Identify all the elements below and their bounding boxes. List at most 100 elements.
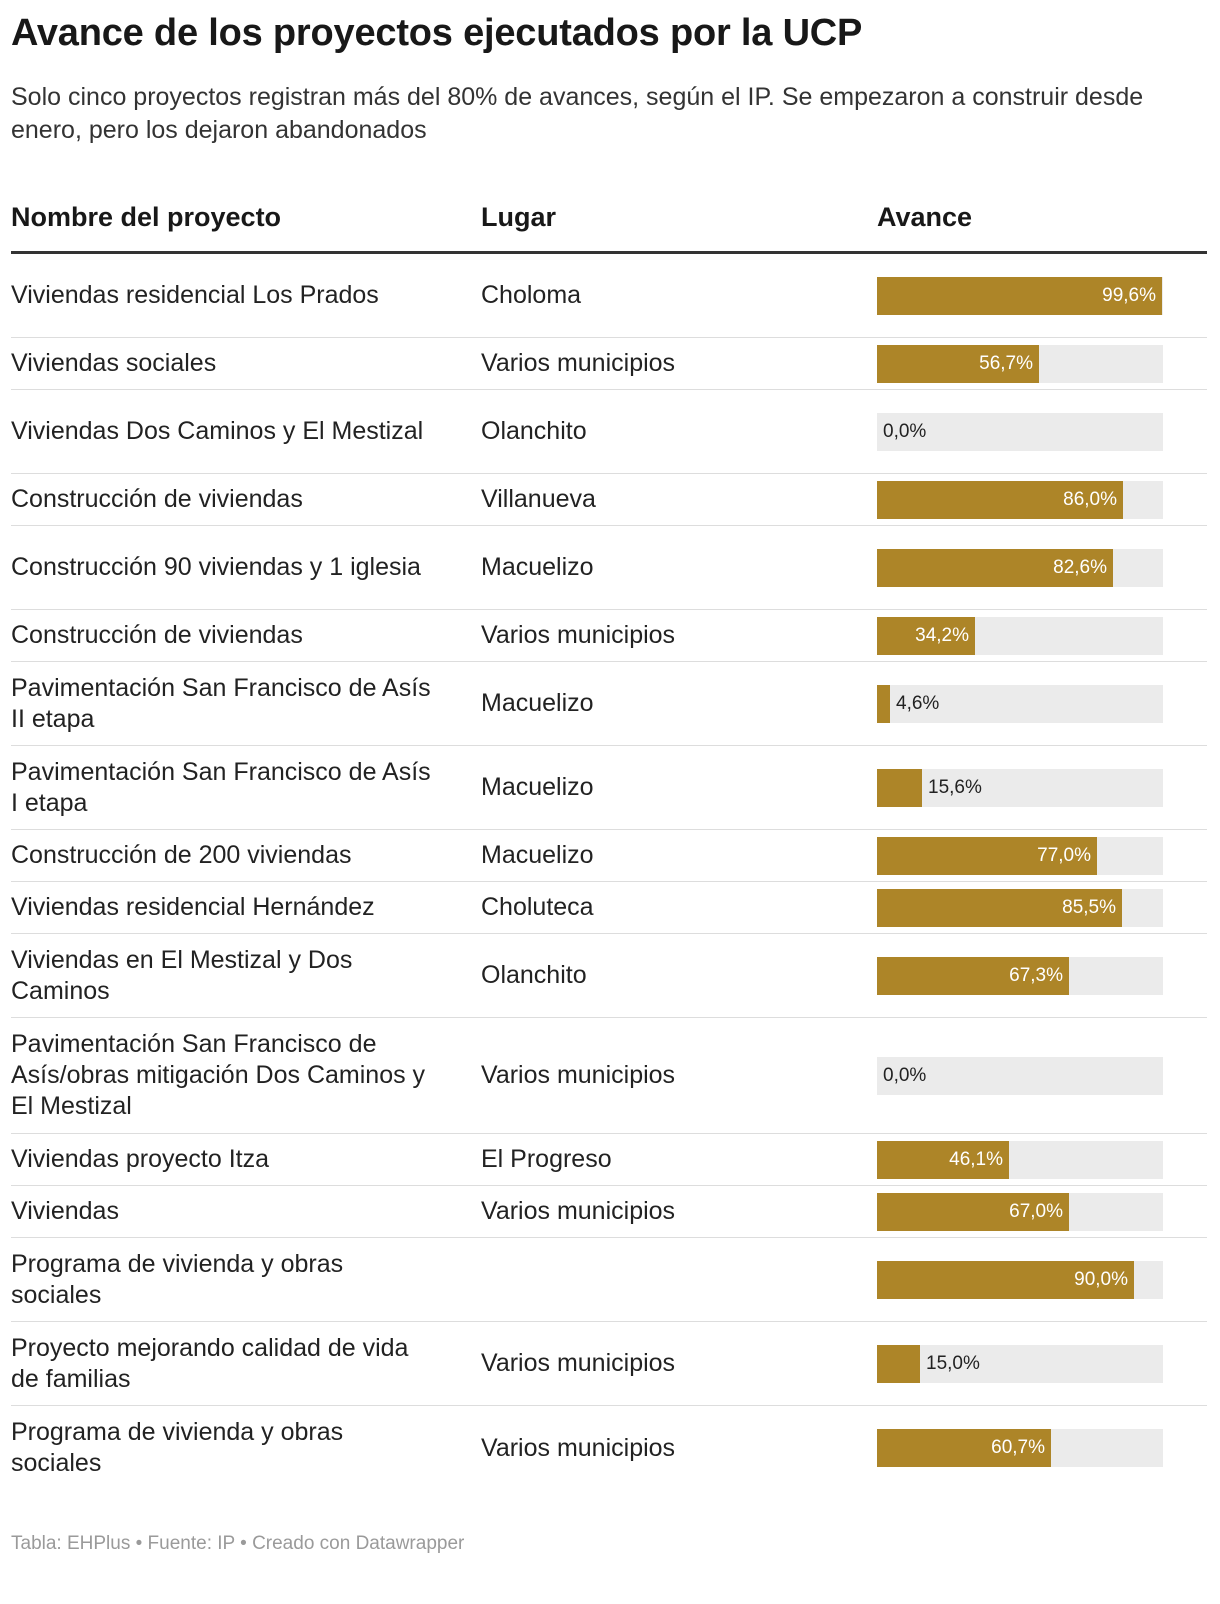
table-row: Viviendas residencial Los Prados Choloma 9… bbox=[11, 254, 1207, 338]
project-name: Programa de vivienda y obras sociales bbox=[11, 1249, 344, 1309]
progress-track: 56,7% bbox=[877, 344, 1163, 383]
chart-title: Avance de los proyectos ejecutados por l… bbox=[11, 12, 863, 54]
progress-bar bbox=[877, 276, 1162, 315]
project-place: Macuelizo bbox=[481, 553, 594, 581]
table-row: Proyecto mejorando calidad de vida de fa… bbox=[11, 1322, 1207, 1406]
project-place: Macuelizo bbox=[481, 841, 594, 869]
table-row: Pavimentación San Francisco de Asís II e… bbox=[11, 662, 1207, 746]
progress-cell: 85,5% bbox=[877, 882, 1163, 933]
project-place: Varios municipios bbox=[481, 1197, 676, 1225]
table-row: Viviendas residencial Hernández Choluteca… bbox=[11, 882, 1207, 934]
column-header-place[interactable]: Lugar bbox=[481, 202, 557, 232]
progress-bar bbox=[877, 956, 1069, 995]
project-place: Olanchito bbox=[481, 961, 587, 989]
table-row: Viviendas sociales Varios municipios 56,7% bbox=[11, 338, 1207, 390]
progress-label: 56,7% bbox=[979, 352, 1033, 374]
progress-cell: 46,1% bbox=[877, 1134, 1163, 1185]
column-header-progress[interactable]: Avance bbox=[877, 202, 973, 232]
chart-subtitle: Solo cinco proyectos registran más del 8… bbox=[11, 83, 1144, 144]
table-row: Programa de vivienda y obras sociales 90,… bbox=[11, 1238, 1207, 1322]
table-row: Viviendas proyecto Itza El Progreso 46,1% bbox=[11, 1134, 1207, 1186]
table-row: Construcción de 200 viviendas Macuelizo 77… bbox=[11, 830, 1207, 882]
table-row: Pavimentación San Francisco de Asís I et… bbox=[11, 746, 1207, 830]
table-body: Viviendas residencial Los Prados Choloma 9… bbox=[11, 254, 1207, 1490]
progress-track: 4,6% bbox=[877, 684, 1163, 723]
project-place: Macuelizo bbox=[481, 773, 594, 801]
chart-footer: Tabla: EHPlus • Fuente: IP • Creado con … bbox=[11, 1533, 465, 1554]
progress-label: 34,2% bbox=[915, 624, 969, 646]
progress-track: 34,2% bbox=[877, 616, 1163, 655]
project-name: Proyecto mejorando calidad de vida de fa… bbox=[11, 1333, 409, 1393]
progress-cell: 60,7% bbox=[877, 1406, 1163, 1490]
table-row: Viviendas Dos Caminos y El Mestizal Olanc… bbox=[11, 390, 1207, 474]
progress-track: 15,0% bbox=[877, 1344, 1163, 1383]
progress-track: 60,7% bbox=[877, 1429, 1163, 1467]
progress-track: 90,0% bbox=[877, 1260, 1163, 1299]
progress-cell: 77,0% bbox=[877, 830, 1163, 881]
project-name: Viviendas Dos Caminos y El Mestizal bbox=[11, 417, 424, 445]
table-row: Pavimentación San Francisco de Asís/obra… bbox=[11, 1018, 1207, 1134]
project-name: Programa de vivienda y obras sociales bbox=[11, 1418, 344, 1477]
progress-label: 60,7% bbox=[991, 1437, 1045, 1458]
progress-cell: 67,0% bbox=[877, 1186, 1163, 1237]
progress-cell: 90,0% bbox=[877, 1238, 1163, 1321]
progress-cell: 99,6% bbox=[877, 254, 1163, 337]
progress-cell: 34,2% bbox=[877, 610, 1163, 661]
progress-label: 46,1% bbox=[949, 1148, 1003, 1170]
progress-label: 86,0% bbox=[1063, 488, 1117, 510]
project-name: Viviendas en El Mestizal y Dos Caminos bbox=[11, 945, 353, 1005]
progress-cell: 15,6% bbox=[877, 746, 1163, 829]
progress-bar bbox=[877, 1344, 920, 1383]
column-header-name[interactable]: Nombre del proyecto bbox=[11, 202, 282, 232]
progress-cell: 0,0% bbox=[877, 1018, 1163, 1133]
progress-track: 86,0% bbox=[877, 480, 1163, 519]
progress-bar bbox=[877, 1192, 1069, 1231]
table-row: Construcción 90 viviendas y 1 iglesia Mac… bbox=[11, 526, 1207, 610]
project-place: Choluteca bbox=[481, 893, 594, 921]
progress-track: 67,3% bbox=[877, 956, 1163, 995]
progress-bar bbox=[877, 548, 1113, 587]
project-name: Construcción 90 viviendas y 1 iglesia bbox=[11, 553, 421, 581]
project-place: Varios municipios bbox=[481, 1061, 676, 1089]
project-name: Pavimentación San Francisco de Asís I et… bbox=[11, 757, 431, 817]
project-name: Construcción de viviendas bbox=[11, 485, 303, 513]
project-place: El Progreso bbox=[481, 1145, 612, 1173]
progress-cell: 67,3% bbox=[877, 934, 1163, 1017]
project-name: Viviendas bbox=[11, 1197, 119, 1225]
progress-bar bbox=[877, 768, 922, 807]
progress-label: 82,6% bbox=[1053, 556, 1107, 578]
progress-bar bbox=[877, 480, 1123, 519]
progress-track: 46,1% bbox=[877, 1140, 1163, 1179]
progress-label: 99,6% bbox=[1102, 284, 1156, 306]
table-row: Construcción de viviendas Villanueva 86,0% bbox=[11, 474, 1207, 526]
progress-label: 67,0% bbox=[1009, 1200, 1063, 1222]
project-name: Viviendas proyecto Itza bbox=[11, 1145, 270, 1173]
table-row: Viviendas en El Mestizal y Dos Caminos Ol… bbox=[11, 934, 1207, 1018]
progress-bar bbox=[877, 1140, 1009, 1179]
progress-track: 82,6% bbox=[877, 548, 1163, 587]
progress-bar bbox=[877, 888, 1122, 927]
progress-track: 77,0% bbox=[877, 836, 1163, 875]
project-place: Villanueva bbox=[481, 485, 596, 513]
progress-label: 67,3% bbox=[1009, 964, 1063, 986]
progress-cell: 4,6% bbox=[877, 662, 1163, 745]
project-place bbox=[481, 1238, 861, 1321]
progress-label: 85,5% bbox=[1062, 896, 1116, 918]
project-place: Macuelizo bbox=[481, 689, 594, 717]
project-place: Varios municipios bbox=[481, 621, 676, 649]
progress-track: 67,0% bbox=[877, 1192, 1163, 1231]
progress-label: 15,0% bbox=[926, 1352, 980, 1374]
progress-bar bbox=[877, 684, 890, 723]
project-name: Pavimentación San Francisco de Asís/obra… bbox=[11, 1030, 426, 1120]
project-place: Olanchito bbox=[481, 417, 587, 445]
project-place: Choloma bbox=[481, 281, 582, 309]
project-name: Construcción de 200 viviendas bbox=[11, 841, 352, 869]
progress-track: 85,5% bbox=[877, 888, 1163, 927]
progress-label: 0,0% bbox=[883, 420, 927, 442]
progress-track: 15,6% bbox=[877, 768, 1163, 807]
progress-cell: 56,7% bbox=[877, 338, 1163, 389]
progress-cell: 82,6% bbox=[877, 526, 1163, 609]
progress-cell: 0,0% bbox=[877, 390, 1163, 473]
progress-bar bbox=[877, 1260, 1134, 1299]
progress-bar bbox=[877, 836, 1097, 875]
